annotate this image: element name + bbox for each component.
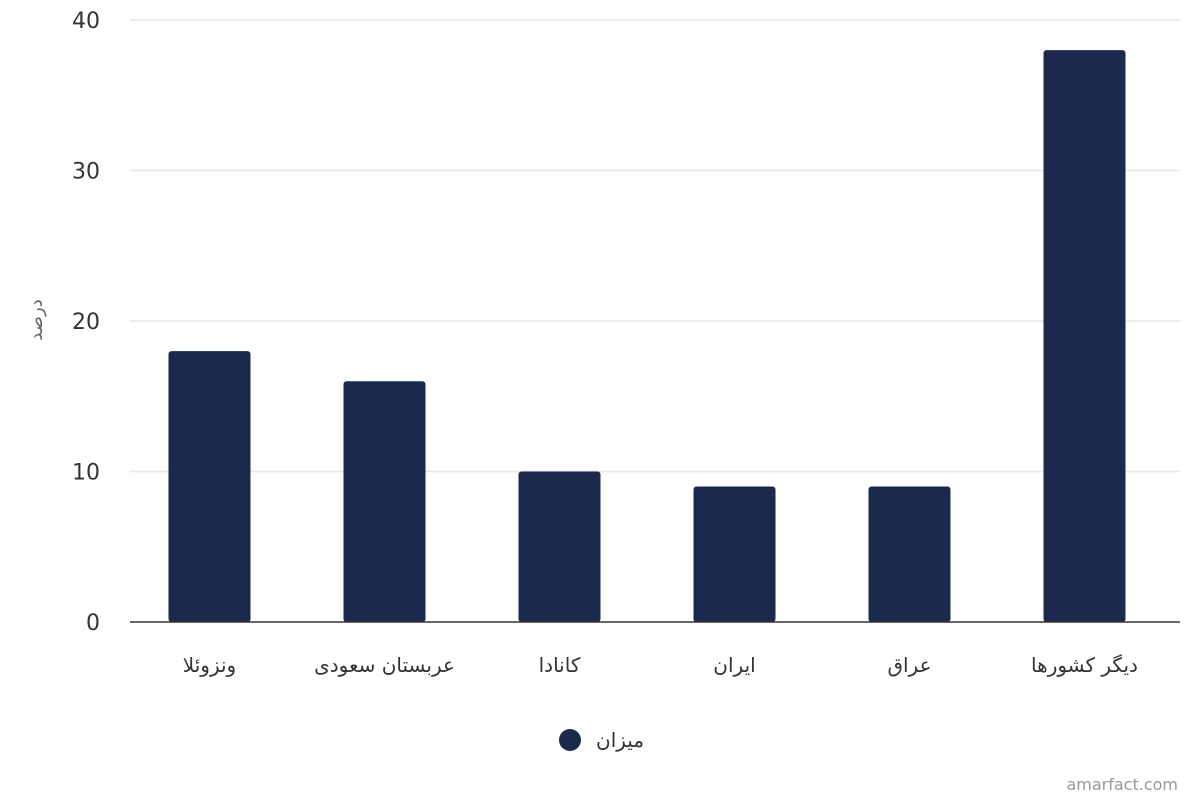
bar[interactable] — [518, 471, 601, 623]
x-axis-ticks: ونزوئلا عربستان سعودی کانادا ایران عراق دیگر … — [183, 653, 1138, 677]
bars — [168, 50, 1126, 623]
legend-marker — [559, 729, 581, 751]
y-tick-label: 40 — [72, 9, 100, 34]
legend[interactable]: میزان — [559, 728, 644, 752]
bar[interactable] — [868, 486, 951, 622]
gridlines — [130, 19, 1180, 473]
bar[interactable] — [1043, 50, 1126, 623]
y-axis-ticks: 0 10 20 30 40 — [72, 9, 100, 636]
x-tick-label: ایران — [713, 653, 755, 677]
y-tick-label: 0 — [86, 611, 100, 636]
x-tick-label: دیگر کشورها — [1031, 653, 1138, 677]
y-tick-label: 10 — [72, 461, 100, 486]
y-tick-label: 30 — [72, 160, 100, 185]
bar[interactable] — [693, 486, 776, 622]
legend-label: میزان — [596, 728, 644, 752]
y-tick-label: 20 — [72, 310, 100, 335]
bar[interactable] — [343, 381, 426, 622]
y-axis-label: درصد — [26, 299, 47, 340]
x-tick-label: عربستان سعودی — [314, 653, 455, 677]
credit-text[interactable]: amarfact.com — [1066, 775, 1178, 794]
x-tick-label: کانادا — [539, 653, 581, 677]
x-tick-label: ونزوئلا — [183, 653, 236, 677]
x-tick-label: عراق — [887, 653, 931, 677]
bar[interactable] — [168, 351, 251, 622]
